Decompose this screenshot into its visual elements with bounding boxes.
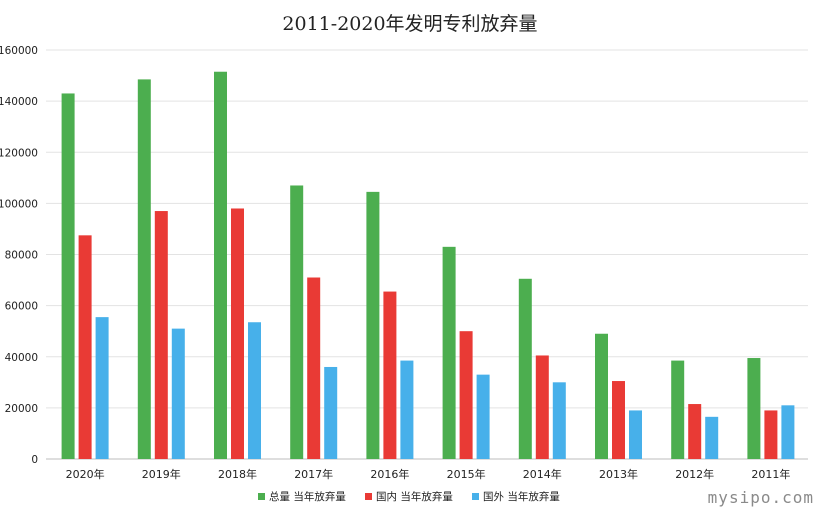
legend-swatch — [258, 493, 265, 500]
bar — [705, 416, 719, 459]
bar — [595, 333, 608, 459]
y-tick-label: 160000 — [0, 45, 38, 57]
y-tick-label: 140000 — [0, 96, 38, 108]
bar — [671, 360, 685, 459]
bar — [78, 235, 92, 459]
bar — [764, 410, 778, 459]
legend-swatch — [472, 493, 479, 500]
y-tick-label: 0 — [31, 454, 38, 466]
y-tick-label: 120000 — [0, 147, 38, 159]
bar — [61, 93, 75, 460]
x-tick-label: 2017年 — [294, 467, 333, 481]
x-tick-label: 2015年 — [447, 467, 486, 481]
legend-label: 国内 当年放弃量 — [376, 490, 453, 503]
bar — [307, 277, 321, 459]
bar — [171, 328, 185, 459]
x-tick-label: 2012年 — [675, 467, 714, 481]
bar — [629, 410, 642, 459]
bar — [612, 381, 625, 459]
legend-swatch — [365, 493, 372, 500]
bar — [518, 278, 532, 459]
bar — [95, 317, 109, 459]
bar — [290, 185, 304, 459]
x-tick-label: 2013年 — [599, 467, 638, 481]
bar — [324, 366, 338, 459]
bar — [400, 360, 414, 459]
y-axis: 0 20000 40000 60000 80000 100000 120000 140000 1… — [0, 45, 38, 466]
x-tick-label: 2011年 — [751, 467, 790, 481]
bar — [688, 404, 702, 459]
watermark: mysipo.com — [708, 488, 814, 507]
bar — [383, 291, 397, 459]
bar — [154, 211, 168, 459]
x-tick-label: 2016年 — [370, 467, 409, 481]
chart-title: 2011-2020年发明专利放弃量 — [282, 13, 537, 35]
bar — [781, 405, 795, 459]
y-tick-label: 20000 — [5, 403, 38, 415]
bar — [442, 246, 456, 459]
y-tick-label: 100000 — [0, 198, 38, 210]
bar — [747, 358, 761, 459]
legend-label: 总量 当年放弃量 — [269, 490, 346, 503]
y-tick-label: 80000 — [5, 250, 38, 262]
y-tick-label: 40000 — [5, 352, 38, 364]
bar — [535, 355, 549, 459]
bar — [137, 79, 151, 459]
legend: 总量 当年放弃量 国内 当年放弃量 国外 当年放弃量 — [258, 490, 560, 503]
x-tick-label: 2018年 — [218, 467, 257, 481]
x-tick-label: 2014年 — [523, 467, 562, 481]
bar — [231, 208, 244, 459]
bar — [214, 71, 227, 460]
bar — [552, 382, 566, 459]
x-axis: 2020年 2019年 2018年 2017年 2016年 2015年 2014年 2013年… — [66, 467, 791, 481]
bar — [476, 374, 490, 459]
x-tick-label: 2019年 — [142, 467, 181, 481]
bar — [248, 322, 261, 459]
x-tick-label: 2020年 — [66, 467, 105, 481]
bar — [366, 191, 380, 459]
y-tick-label: 60000 — [5, 301, 38, 313]
legend-label: 国外 当年放弃量 — [483, 490, 560, 503]
bars — [61, 71, 795, 460]
bar — [459, 331, 473, 459]
